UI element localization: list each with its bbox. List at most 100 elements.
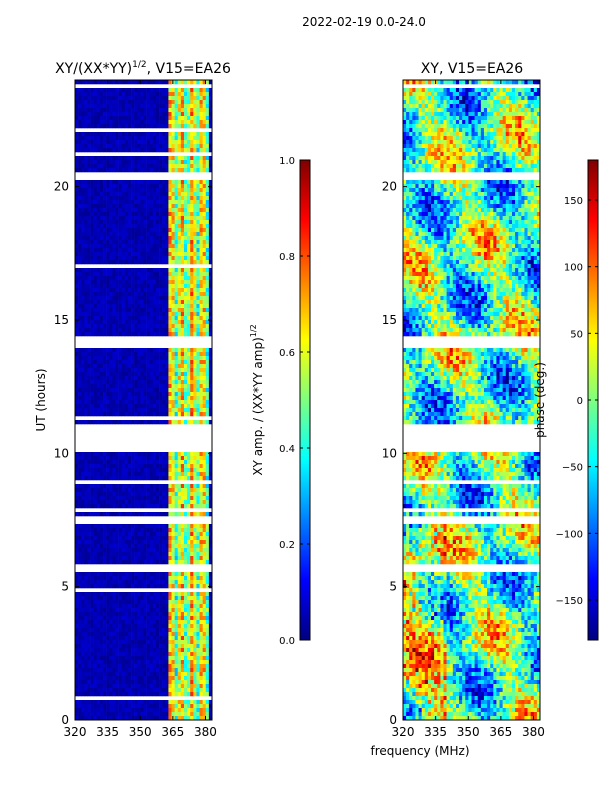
heatmap-cell: [155, 388, 160, 393]
heatmap-cell: [149, 312, 154, 317]
heatmap-cell: [171, 196, 175, 201]
heatmap-cell: [190, 380, 194, 385]
heatmap-cell: [183, 308, 188, 313]
heatmap-cell: [109, 592, 113, 597]
heatmap-cell: [196, 360, 200, 365]
heatmap-cell: [171, 572, 175, 577]
heatmap-cell: [180, 108, 185, 113]
heatmap-cell: [93, 192, 98, 197]
heatmap-cell: [78, 528, 82, 533]
heatmap-cell: [174, 96, 179, 101]
heatmap-cell: [146, 556, 151, 561]
heatmap-cell: [96, 184, 101, 189]
heatmap-cell: [193, 112, 197, 117]
heatmap-cell: [81, 524, 85, 529]
heatmap-cell: [190, 504, 194, 509]
heatmap-cell: [187, 456, 191, 461]
heatmap-cell: [84, 148, 88, 153]
heatmap-cell: [177, 212, 182, 217]
heatmap-cell: [75, 384, 79, 389]
heatmap-cell: [134, 236, 138, 241]
heatmap-cell: [121, 576, 126, 581]
heatmap-cell: [171, 496, 175, 501]
heatmap-cell: [75, 408, 79, 413]
heatmap-cell: [93, 144, 98, 149]
heatmap-cell: [205, 484, 210, 489]
heatmap-cell: [174, 268, 179, 273]
heatmap-cell: [90, 212, 94, 217]
heatmap-cell: [208, 268, 213, 273]
heatmap-cell: [124, 312, 129, 317]
heatmap-cell: [140, 544, 144, 549]
heatmap-cell: [87, 164, 91, 169]
heatmap-cell: [127, 280, 132, 285]
heatmap-cell: [75, 388, 79, 393]
heatmap-cell: [190, 352, 194, 357]
heatmap-cell: [140, 320, 144, 325]
heatmap-cell: [81, 400, 85, 405]
heatmap-cell: [115, 496, 119, 501]
heatmap-cell: [103, 572, 107, 577]
heatmap-cell: [127, 284, 132, 289]
heatmap-cell: [190, 144, 194, 149]
heatmap-cell: [103, 124, 107, 129]
heatmap-cell: [131, 184, 135, 189]
heatmap-cell: [174, 100, 179, 105]
heatmap-cell: [205, 612, 210, 617]
heatmap-cell: [196, 396, 200, 401]
heatmap-cell: [106, 216, 110, 221]
heatmap-cell: [149, 248, 154, 253]
heatmap-cell: [90, 88, 94, 93]
heatmap-cell: [208, 212, 213, 217]
heatmap-cell: [143, 412, 147, 417]
heatmap-cell: [140, 592, 144, 597]
heatmap-cell: [75, 400, 79, 405]
heatmap-cell: [137, 572, 141, 577]
heatmap-cell: [205, 348, 210, 353]
heatmap-cell: [93, 460, 98, 465]
heatmap-cell: [177, 456, 182, 461]
heatmap-cell: [187, 148, 191, 153]
heatmap-cell: [202, 492, 207, 497]
heatmap-cell: [149, 396, 154, 401]
heatmap-cell: [112, 552, 116, 557]
heatmap-cell: [149, 380, 154, 385]
heatmap-cell: [199, 120, 203, 125]
heatmap-cell: [183, 124, 188, 129]
heatmap-cell: [183, 472, 188, 477]
heatmap-cell: [137, 320, 141, 325]
heatmap-cell: [155, 484, 160, 489]
heatmap-cell: [137, 184, 141, 189]
heatmap-cell: [205, 452, 210, 457]
heatmap-cell: [159, 504, 163, 509]
heatmap-cell: [187, 280, 191, 285]
heatmap-cell: [162, 144, 166, 149]
heatmap-cell: [174, 612, 179, 617]
heatmap-cell: [118, 88, 122, 93]
heatmap-cell: [87, 556, 91, 561]
heatmap-cell: [187, 104, 191, 109]
heatmap-cell: [143, 308, 147, 313]
heatmap-cell: [81, 472, 85, 477]
heatmap-cell: [131, 572, 135, 577]
heatmap-cell: [134, 88, 138, 93]
heatmap-cell: [90, 608, 94, 613]
heatmap-cell: [81, 120, 85, 125]
heatmap-cell: [118, 296, 122, 301]
heatmap-cell: [143, 492, 147, 497]
heatmap-cell: [124, 204, 129, 209]
heatmap-cell: [90, 472, 94, 477]
heatmap-cell: [93, 236, 98, 241]
heatmap-cell: [208, 484, 213, 489]
heatmap-cell: [90, 364, 94, 369]
heatmap-cell: [143, 140, 147, 145]
heatmap-cell: [84, 80, 88, 85]
heatmap-cell: [177, 512, 182, 517]
heatmap-cell: [149, 196, 154, 201]
heatmap-cell: [205, 368, 210, 373]
heatmap-cell: [75, 532, 79, 537]
heatmap-cell: [84, 496, 88, 501]
heatmap-cell: [202, 576, 207, 581]
heatmap-cell: [87, 224, 91, 229]
heatmap-cell: [196, 188, 200, 193]
